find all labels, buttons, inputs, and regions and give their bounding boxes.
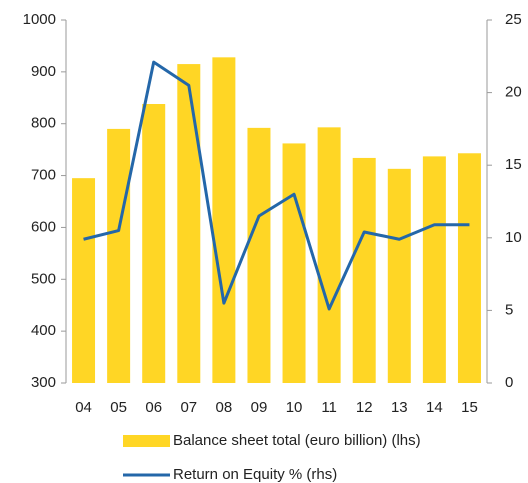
bar [352, 157, 376, 383]
y2-tick-label: 10 [505, 229, 522, 246]
x-tick-label: 07 [180, 399, 197, 416]
y2-tick-label: 0 [505, 374, 513, 391]
x-tick-label: 13 [391, 399, 408, 416]
legend-label: Balance sheet total (euro billion) (lhs) [173, 432, 421, 449]
x-tick-label: 15 [461, 399, 478, 416]
y-tick-label: 1000 [23, 11, 56, 28]
bar [247, 127, 271, 383]
bar [457, 153, 481, 383]
bar [212, 57, 236, 383]
y-tick-label: 500 [31, 270, 56, 287]
y-tick-label: 600 [31, 218, 56, 235]
y2-tick-label: 5 [505, 301, 513, 318]
x-tick-label: 14 [426, 399, 443, 416]
bar [317, 127, 341, 383]
x-tick-label: 10 [286, 399, 303, 416]
y-tick-label: 900 [31, 63, 56, 80]
x-tick-label: 12 [356, 399, 373, 416]
x-tick-label: 08 [216, 399, 233, 416]
y-tick-label: 800 [31, 115, 56, 132]
x-tick-label: 09 [251, 399, 268, 416]
y2-tick-label: 15 [505, 156, 522, 173]
y-tick-label: 700 [31, 167, 56, 184]
legend-swatch [123, 435, 170, 447]
x-tick-label: 05 [110, 399, 127, 416]
bar [142, 104, 166, 383]
y-tick-label: 400 [31, 322, 56, 339]
y-tick-label: 300 [31, 374, 56, 391]
y2-tick-label: 20 [505, 84, 522, 101]
bar [422, 156, 446, 383]
x-tick-label: 04 [75, 399, 92, 416]
legend-label: Return on Equity % (rhs) [173, 466, 337, 483]
bar [387, 168, 411, 383]
x-tick-label: 06 [145, 399, 162, 416]
bar [177, 64, 201, 383]
bar [72, 178, 96, 383]
bar [282, 143, 306, 383]
line [83, 60, 470, 311]
bar [107, 128, 131, 383]
x-tick-label: 11 [321, 399, 337, 416]
y2-tick-label: 25 [505, 11, 522, 28]
